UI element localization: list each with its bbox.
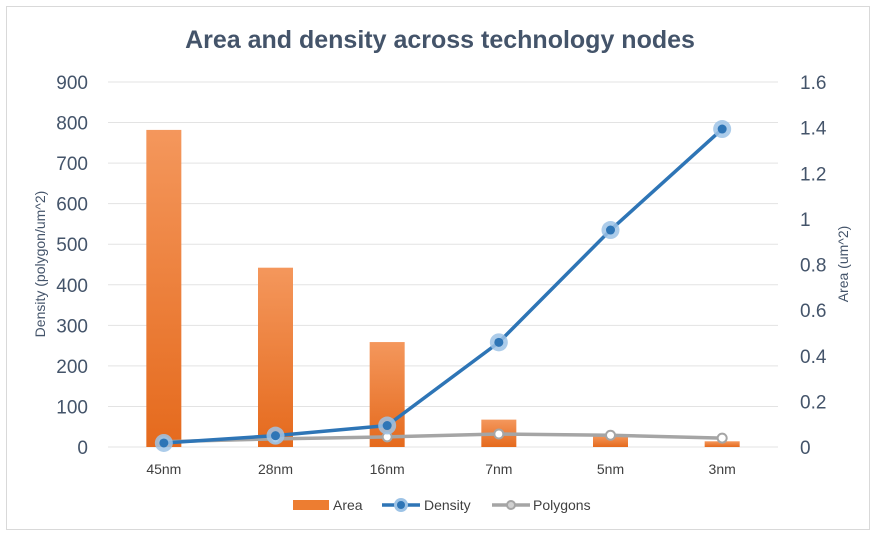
polygons-point-core — [718, 434, 726, 442]
legend-area-swatch — [293, 500, 329, 510]
density-point-core — [606, 225, 615, 235]
area-bar — [258, 267, 293, 447]
right-tick-label: 1.6 — [800, 73, 826, 94]
legend-density-marker-core — [397, 501, 405, 509]
left-tick-label: 200 — [56, 357, 88, 378]
category-axis-ticks: 45nm 28nm 16nm 7nm 5nm 3nm — [146, 461, 735, 477]
left-tick-label: 400 — [56, 276, 88, 297]
category-label: 28nm — [258, 461, 293, 477]
left-tick-label: 100 — [56, 397, 88, 418]
category-label: 16nm — [370, 461, 405, 477]
left-tick-label: 800 — [56, 114, 88, 135]
right-tick-label: 0.4 — [800, 347, 827, 368]
left-axis-label: Density (polygon/um^2) — [32, 191, 48, 338]
category-label: 3nm — [709, 461, 736, 477]
right-axis-ticks: 0 0.2 0.4 0.6 0.8 1 1.2 1.4 1.6 — [800, 73, 827, 459]
legend-polygons-marker-core — [508, 502, 514, 508]
category-label: 7nm — [485, 461, 512, 477]
category-label: 45nm — [146, 461, 181, 477]
density-point-core — [159, 438, 169, 448]
gridlines — [108, 81, 778, 448]
density-point-core — [382, 421, 392, 431]
area-bar — [704, 441, 740, 447]
polygons-point-core — [383, 433, 391, 441]
legend-density-label: Density — [424, 497, 471, 513]
legend: Area Density Polygons — [293, 497, 591, 513]
right-tick-label: 0.6 — [800, 301, 826, 322]
density-point-core — [494, 337, 504, 347]
right-tick-label: 0.2 — [800, 392, 826, 413]
series-lines — [154, 120, 732, 452]
legend-polygons-label: Polygons — [533, 497, 591, 513]
left-tick-label: 700 — [56, 154, 88, 175]
left-tick-label: 600 — [56, 195, 88, 216]
legend-area-label: Area — [333, 497, 363, 513]
polygons-line — [163, 432, 723, 444]
right-tick-label: 0 — [800, 438, 811, 459]
category-label: 5nm — [597, 461, 624, 477]
left-tick-label: 300 — [56, 316, 88, 337]
polygons-point-core — [495, 430, 503, 438]
area-bar — [146, 129, 182, 447]
right-axis-label: Area (um^2) — [835, 226, 851, 303]
density-point-core — [717, 124, 727, 134]
right-tick-label: 0.8 — [800, 256, 826, 277]
left-axis-ticks: 0 100 200 300 400 500 600 700 800 900 — [56, 73, 88, 459]
right-tick-label: 1.4 — [800, 119, 827, 140]
density-point-core — [271, 431, 280, 441]
polygons-point-core — [607, 431, 614, 439]
left-tick-label: 0 — [77, 438, 88, 459]
area-bar — [593, 435, 628, 447]
chart-title: Area and density across technology nodes — [185, 26, 695, 54]
density-line — [163, 127, 724, 445]
right-tick-label: 1 — [800, 210, 811, 231]
area-bars — [146, 129, 740, 447]
left-tick-label: 500 — [56, 235, 88, 256]
left-tick-label: 900 — [56, 73, 88, 94]
right-tick-label: 1.2 — [800, 164, 826, 185]
